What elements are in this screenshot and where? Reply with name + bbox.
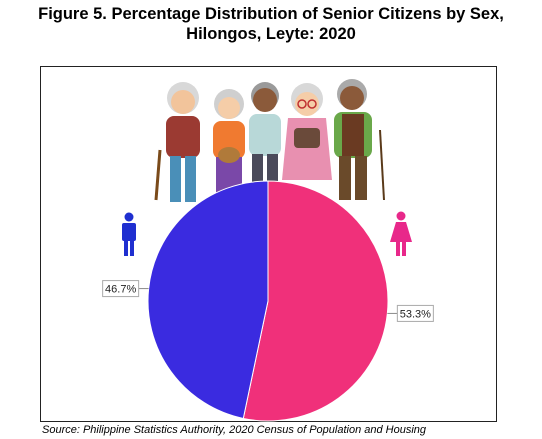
chart-title-line-2: Hilongos, Leyte: 2020 bbox=[186, 25, 356, 43]
source-note: Source: Philippine Statistics Authority,… bbox=[42, 424, 427, 436]
pie-slice-male bbox=[147, 180, 269, 420]
data-label: 53.3% bbox=[400, 308, 431, 320]
data-label-box bbox=[102, 280, 140, 298]
pie-labels: 53.3% 46.7% bbox=[102, 280, 434, 322]
data-label: 46.7% bbox=[105, 284, 136, 296]
pie-slice-female bbox=[242, 180, 389, 422]
male-icon bbox=[122, 212, 136, 256]
data-label-box bbox=[396, 304, 434, 322]
pie-slices bbox=[147, 180, 389, 422]
chart-title-line-1: Figure 5. Percentage Distribution of Sen… bbox=[38, 5, 504, 23]
senior-citizens-group-illustration bbox=[154, 79, 385, 202]
female-icon bbox=[390, 211, 412, 256]
chart-title: Figure 5. Percentage Distribution of Sen… bbox=[0, 4, 542, 44]
